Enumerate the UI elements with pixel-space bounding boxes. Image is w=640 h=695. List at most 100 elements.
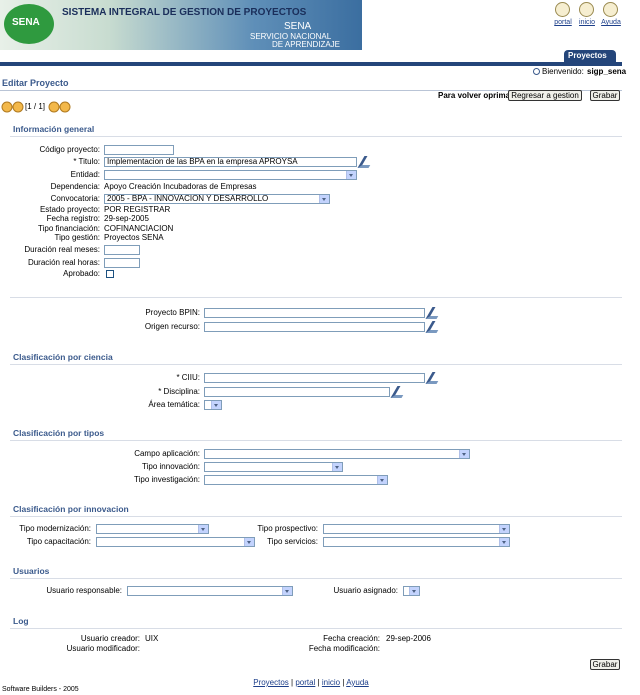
select-arrow[interactable] [409,587,419,595]
welcome-user: sigp_sena [587,67,627,76]
select[interactable] [204,475,388,485]
select[interactable] [96,524,209,534]
search-icon[interactable] [390,386,409,398]
search-icon[interactable] [357,156,376,168]
field-label: Tipo prospectivo: [257,524,318,533]
select[interactable] [204,449,470,459]
select[interactable] [403,586,420,596]
text-input[interactable] [204,322,425,332]
save-button[interactable]: Grabar [590,90,620,101]
select[interactable] [204,462,343,472]
field-label: Usuario creador: [80,634,140,643]
tab[interactable] [564,50,616,62]
text-input[interactable]: Implementacion de las BPA en la empresa … [104,157,357,167]
top-link-icon[interactable] [579,2,594,17]
select[interactable] [96,537,255,547]
select[interactable] [104,170,357,180]
select-arrow[interactable] [499,538,509,546]
field-label: Proyecto BPIN: [145,308,200,317]
section-rule [10,136,622,137]
text-input[interactable] [104,258,140,268]
text-input[interactable] [104,245,140,255]
welcome-icon [533,68,540,75]
footer-link[interactable]: portal [295,678,316,687]
field-label: Duración real horas: [27,258,100,267]
brand-line: SERVICIO NACIONAL [250,32,332,41]
text-input[interactable] [204,308,425,318]
select[interactable] [127,586,293,596]
top-link-icon[interactable] [555,2,570,17]
top-link-icon[interactable] [603,2,618,17]
select-arrow[interactable] [332,463,342,471]
text-input[interactable] [204,387,390,397]
top-link[interactable]: inicio [579,19,595,26]
back-button[interactable]: Regresar a gestion [508,90,582,101]
field-value: Apoyo Creación Incubadoras de Empresas [104,182,257,191]
pager-arrows[interactable] [1,101,73,113]
field-label: Usuario responsable: [46,586,122,595]
footer-link[interactable]: Ayuda [346,678,369,687]
select-arrow[interactable] [459,450,469,458]
field-label: Fecha creación: [323,634,380,643]
top-link[interactable]: Ayuda [601,19,621,26]
section-title: Clasificación por ciencia [13,352,113,362]
section-title: Log [13,616,29,626]
footer-link[interactable]: Proyectos [253,678,289,687]
section-title: Clasificación por innovacion [13,504,129,514]
text-input[interactable] [104,145,174,155]
checkbox[interactable] [106,270,114,278]
pager: [1 / 1] [25,102,46,111]
separator: | [340,678,347,687]
field-label: Usuario asignado: [333,586,398,595]
field-label: Área temática: [148,400,200,409]
select-arrow[interactable] [198,525,208,533]
field-label: Aprobado: [63,269,100,278]
field-label: Código proyecto: [39,145,100,154]
top-link[interactable]: portal [554,19,572,26]
field-label: Fecha modificación: [308,644,380,653]
search-icon[interactable] [425,307,444,319]
select[interactable] [204,400,222,410]
select-arrow[interactable] [244,538,254,546]
tab-label[interactable]: Proyectos [568,51,607,60]
field-value: Proyectos SENA [104,233,164,242]
search-icon[interactable] [425,321,444,333]
select[interactable] [323,537,510,547]
section-rule [10,516,622,517]
banner [0,0,362,50]
text-input[interactable] [204,373,425,383]
return-prompt: Para volver oprima [438,91,511,100]
field-label: Usuario modificador: [66,644,140,653]
field-label: Tipo gestión: [54,233,100,242]
section-rule [10,364,622,365]
select-arrow[interactable] [319,195,329,203]
search-icon[interactable] [425,372,444,384]
field-label: * CIIU: [176,373,200,382]
field-label: Tipo investigación: [134,475,200,484]
select-arrow[interactable] [499,525,509,533]
select-arrow[interactable] [377,476,387,484]
field-label: Convocatoria: [50,194,100,203]
select-arrow[interactable] [346,171,356,179]
section-rule [10,297,622,298]
select-arrow[interactable] [282,587,292,595]
separator: | [288,678,296,687]
credit: Software Builders - 2005 [2,686,79,693]
select-arrow[interactable] [211,401,221,409]
field-label: Fecha registro: [46,214,100,223]
select[interactable]: 2005 - BPA - INNOVACION Y DESARROLLO [104,194,330,204]
field-label: Campo aplicación: [134,449,200,458]
section-rule [10,440,622,441]
field-label: Estado proyecto: [39,205,100,214]
title-rule [0,90,622,91]
field-label: Tipo servicios: [267,537,318,546]
save-button[interactable]: Grabar [590,659,620,670]
select[interactable] [323,524,510,534]
footer-link[interactable]: inicio [321,678,341,687]
field-value: Implementacion de las BPA en la empresa … [107,157,298,166]
field-label: * Titulo: [73,157,100,166]
field-label: Origen recurso: [144,322,200,331]
footer-links: Proyectos | portal | inicio | Ayuda [0,678,622,688]
tab-bar [0,62,622,66]
